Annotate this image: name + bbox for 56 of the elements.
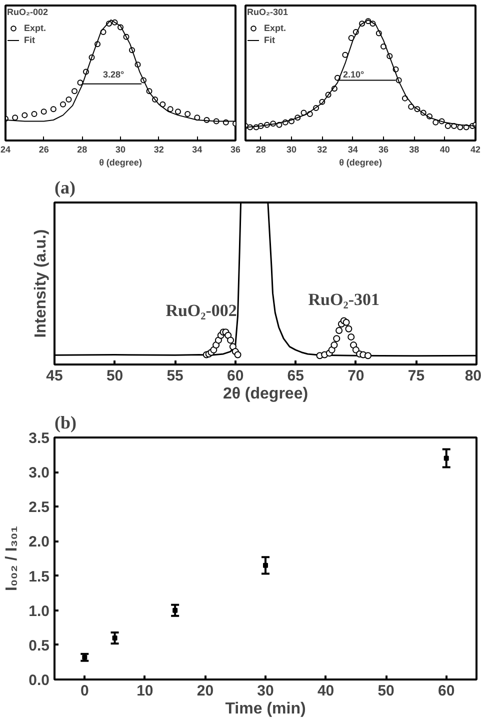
y-tick-label: 2.0 [28, 534, 50, 551]
x-tick-label: 36 [230, 144, 241, 154]
x-tick-label: 26 [38, 144, 49, 154]
legend-label: Expt. [24, 22, 46, 34]
annotation: RuO₂-301 [308, 290, 380, 309]
x-tick-label: 28 [77, 144, 88, 154]
y-tick-label: 0.0 [28, 672, 50, 689]
legend-label: Fit [24, 34, 36, 46]
x-tick-label: 55 [166, 368, 184, 384]
x-tick-label: 32 [154, 144, 164, 154]
y-tick-label: 3.0 [28, 464, 50, 482]
y-tick-label: 3.5 [28, 430, 50, 447]
x-axis-title: θ (degree) [99, 158, 142, 168]
x-tick-label: 34 [192, 144, 202, 154]
x-tick-label: 60 [227, 368, 244, 384]
x-tick-label: 60 [438, 682, 455, 700]
x-tick-label: 38 [409, 144, 420, 154]
x-tick-label: 30 [115, 144, 126, 154]
x-tick-label: 65 [287, 368, 304, 384]
annotation: 2.10° [342, 69, 364, 80]
x-tick-label: 36 [378, 144, 389, 154]
x-axis-title: Time (min) [225, 700, 306, 718]
y-axis-title: I₀₀₂ / I₃₀₁ [4, 526, 21, 591]
y-tick-label: 0.5 [28, 637, 50, 654]
y-axis-title: Intensity (a.u.) [32, 229, 50, 338]
x-tick-label: 80 [464, 368, 481, 384]
legend-label: Expt. [264, 22, 286, 34]
x-tick-label: 28 [256, 144, 266, 154]
x-tick-label: 10 [136, 682, 154, 700]
x-tick-label: 50 [106, 368, 124, 384]
x-tick-label: 40 [317, 682, 334, 700]
annotation: RuO₂-002 [166, 301, 237, 320]
x-axis-title: θ (degree) [339, 158, 382, 168]
x-tick-label: 42 [470, 144, 481, 154]
x-tick-label: 30 [286, 144, 297, 154]
x-tick-label: 32 [317, 144, 328, 154]
x-tick-label: 24 [0, 144, 11, 154]
x-tick-label: 45 [46, 368, 63, 384]
x-tick-label: 50 [378, 682, 394, 700]
x-axis-title: 2θ (degree) [222, 386, 308, 402]
annotation: 3.28° [102, 69, 124, 80]
legend-label: Fit [264, 34, 276, 46]
y-tick-label: 1.5 [28, 568, 50, 586]
x-tick-label: 20 [196, 682, 214, 700]
x-tick-label: 0 [80, 682, 89, 700]
chart-title: (b) [54, 412, 77, 432]
x-tick-label: 75 [408, 368, 425, 384]
x-tick-label: 34 [348, 144, 358, 154]
legend-title: RuO₂-301 [247, 7, 288, 17]
x-tick-label: 70 [348, 368, 364, 384]
x-tick-label: 30 [257, 682, 274, 700]
chart-title: (a) [54, 178, 76, 198]
x-tick-label: 40 [440, 144, 450, 154]
legend-title: RuO₂-002 [7, 7, 48, 17]
y-tick-label: 2.5 [28, 499, 50, 516]
y-tick-label: 1.0 [28, 602, 50, 620]
